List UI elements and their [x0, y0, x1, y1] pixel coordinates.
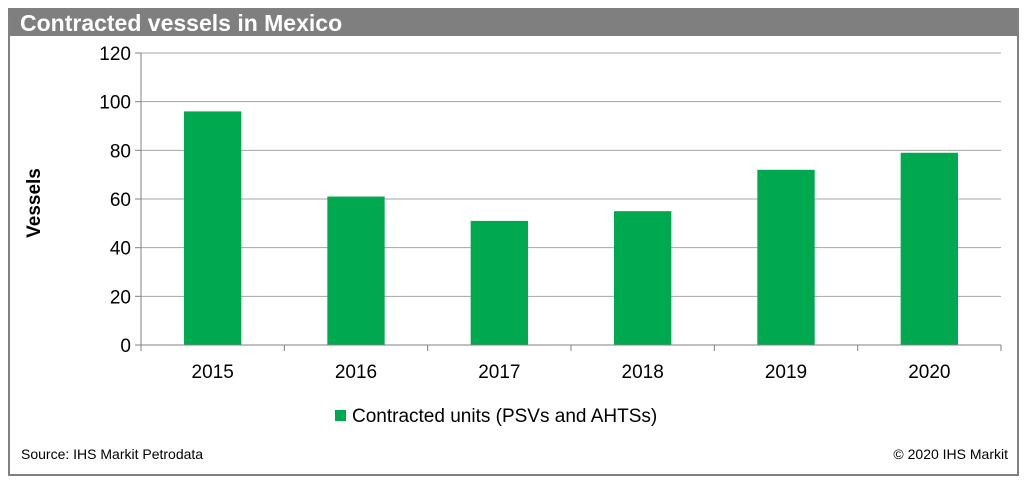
bar-2017	[470, 220, 528, 345]
y-axis-label: Vessels	[24, 168, 45, 238]
x-tick-label: 2020	[908, 362, 950, 383]
bars	[184, 111, 958, 346]
x-tick-label: 2018	[622, 362, 664, 383]
bar-2018	[614, 211, 672, 345]
tick-labels: 0 20 40 60 80 100 120 2015 2016 2017 2018 2019 2020	[99, 44, 950, 383]
copyright-note: © 2020 IHS Markit	[893, 446, 1008, 462]
bar-2015	[184, 111, 242, 346]
chart-frame: Contracted vessels in Mexico 0 20 40 60 80 10…	[8, 8, 1019, 476]
x-tick-label: 2019	[765, 362, 807, 383]
title-bar: Contracted vessels in Mexico	[10, 10, 1017, 36]
source-note: Source: IHS Markit Petrodata	[21, 446, 204, 462]
legend-label: Contracted units (PSVs and AHTSs)	[352, 406, 657, 427]
legend-swatch	[335, 410, 346, 421]
x-tick-label: 2016	[335, 362, 377, 383]
y-tick-label: 100	[99, 93, 131, 114]
y-tick-label: 20	[110, 287, 131, 308]
y-tick-label: 80	[110, 141, 131, 162]
y-tick-label: 120	[99, 44, 131, 65]
bar-2019	[757, 169, 815, 345]
chart-title: Contracted vessels in Mexico	[20, 10, 343, 36]
x-tick-label: 2015	[192, 362, 234, 383]
bar-2020	[900, 152, 958, 345]
axes	[135, 52, 1002, 351]
gridlines	[141, 52, 1001, 297]
legend: Contracted units (PSVs and AHTSs)	[335, 406, 657, 427]
x-tick-label: 2017	[478, 362, 520, 383]
y-tick-label: 0	[120, 336, 131, 357]
bar-2016	[327, 196, 385, 345]
y-tick-label: 60	[110, 190, 131, 211]
y-tick-label: 40	[110, 239, 131, 260]
